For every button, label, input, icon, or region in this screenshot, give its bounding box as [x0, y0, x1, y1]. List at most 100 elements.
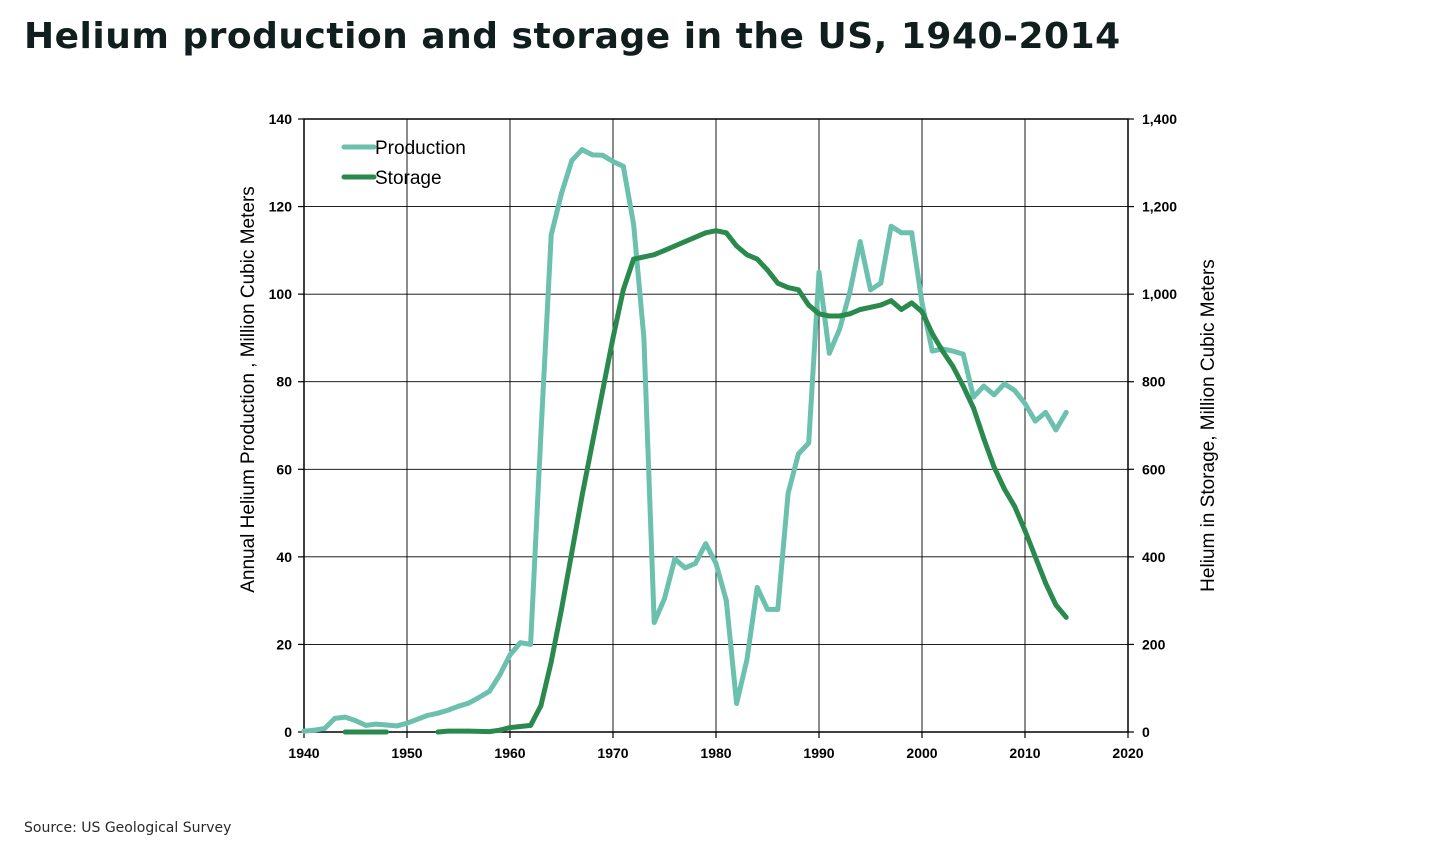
production-data-point	[672, 556, 678, 562]
storage-data-point	[579, 493, 585, 498]
y2-tick-label: 200	[1142, 636, 1166, 652]
production-data-point	[548, 232, 554, 238]
storage-data-point	[445, 728, 451, 734]
storage-data-point	[765, 267, 770, 273]
production-data-point	[1002, 381, 1007, 387]
right-y-axis: 0 200 400 600 800 1,000 1,200 1,400	[1128, 111, 1177, 740]
storage-data-point	[1032, 554, 1038, 560]
production-data-point	[847, 289, 853, 295]
production-data-point	[517, 640, 523, 646]
production-data-point	[857, 239, 863, 245]
storage-data-point	[620, 287, 626, 293]
production-data-point	[693, 561, 698, 566]
production-data-point	[414, 716, 420, 722]
y-tick-label: 140	[269, 111, 293, 127]
y2-tick-label: 1,400	[1142, 111, 1177, 127]
y2-tick-label: 1,000	[1142, 286, 1177, 302]
x-tick-label: 1980	[700, 745, 731, 761]
storage-data-point	[569, 550, 575, 555]
production-data-point	[1053, 427, 1059, 433]
production-data-point	[445, 707, 451, 713]
production-data-point	[579, 147, 585, 153]
production-data-point	[435, 710, 441, 716]
production-data-point	[631, 221, 636, 227]
x-tick-label: 1970	[597, 745, 628, 761]
storage-data-point	[682, 239, 688, 245]
production-data-point	[507, 652, 513, 658]
production-data-point	[899, 230, 904, 236]
storage-data-point	[796, 287, 801, 293]
storage-data-point	[878, 302, 884, 308]
storage-legend-label: Storage	[375, 168, 442, 189]
storage-data-point	[559, 607, 564, 612]
storage-data-point	[847, 311, 853, 317]
grid-lines	[303, 118, 1129, 733]
storage-series-line	[435, 228, 1069, 735]
production-data-point	[1032, 418, 1038, 424]
production-data-point	[909, 230, 915, 236]
production-data-point	[456, 703, 461, 709]
production-data-point	[971, 394, 976, 400]
storage-data-point	[744, 252, 750, 258]
y-tick-label: 120	[269, 199, 293, 215]
y2-tick-label: 400	[1142, 549, 1166, 565]
storage-data-point	[713, 228, 719, 234]
page-title: Helium production and storage in the US,…	[24, 16, 1121, 57]
storage-data-point	[1063, 614, 1069, 620]
production-data-point	[301, 728, 307, 734]
storage-data-point	[991, 464, 997, 470]
storage-data-point	[548, 659, 554, 665]
storage-data-point	[641, 254, 647, 260]
production-data-point	[538, 431, 544, 437]
production-data-point	[322, 726, 327, 731]
storage-data-point	[435, 729, 441, 735]
left-y-axis-label: Annual Helium Production , Million Cubic…	[238, 186, 259, 593]
production-data-point	[651, 620, 657, 625]
production-data-point	[919, 300, 925, 306]
storage-data-point	[919, 309, 925, 315]
storage-data-point	[1022, 528, 1028, 533]
storage-data-point	[826, 313, 832, 319]
production-data-point	[569, 158, 575, 164]
production-data-point	[363, 723, 369, 728]
storage-data-point	[785, 285, 791, 290]
storage-data-point	[806, 302, 812, 308]
production-data-point	[311, 727, 317, 733]
storage-data-point	[775, 280, 781, 286]
storage-data-point	[497, 727, 503, 733]
production-data-point	[1043, 410, 1048, 415]
left-y-axis: 0 20 40 60 80 100 120 140	[269, 111, 304, 740]
storage-data-point	[610, 335, 616, 341]
storage-data-point	[888, 298, 894, 304]
production-data-point	[682, 565, 688, 571]
production-data-point	[754, 585, 760, 590]
series-lines	[301, 147, 1069, 735]
storage-data-point	[754, 256, 760, 262]
production-data-point	[384, 722, 389, 728]
production-data-point	[528, 642, 533, 647]
y-tick-label: 40	[276, 549, 292, 565]
storage-data-point	[651, 252, 657, 258]
source-note: Source: US Geological Survey	[24, 820, 232, 836]
production-data-point	[703, 541, 709, 547]
production-data-point	[796, 451, 801, 457]
production-data-point	[610, 159, 616, 164]
production-data-point	[775, 607, 781, 612]
storage-data-point	[960, 383, 966, 389]
production-data-point	[785, 491, 791, 496]
y-tick-label: 20	[276, 636, 292, 652]
y2-tick-label: 800	[1142, 374, 1166, 390]
production-data-point	[476, 695, 482, 700]
production-series-line	[301, 147, 1069, 734]
x-tick-label: 1940	[288, 745, 319, 761]
production-data-point	[1022, 401, 1028, 406]
production-data-point	[559, 191, 564, 196]
production-data-point	[373, 721, 379, 727]
storage-data-point	[507, 725, 513, 730]
production-legend-label: Production	[375, 138, 466, 159]
storage-data-point	[528, 723, 533, 728]
production-data-point	[950, 348, 956, 354]
storage-data-point	[940, 348, 945, 354]
y-tick-label: 60	[276, 461, 292, 477]
production-data-point	[497, 672, 503, 678]
